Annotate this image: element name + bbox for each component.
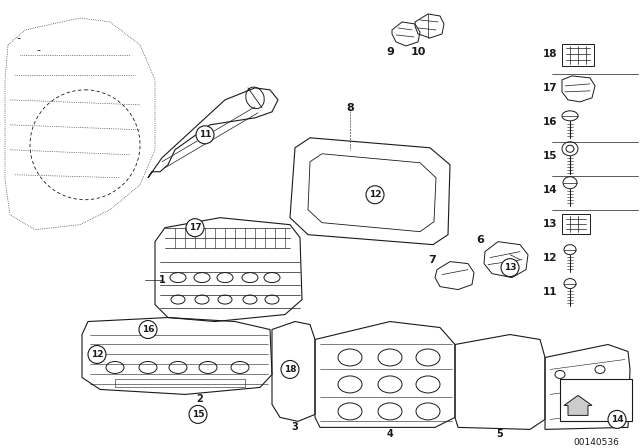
Text: 12: 12: [543, 253, 557, 263]
Circle shape: [196, 126, 214, 144]
Text: 7: 7: [428, 254, 436, 265]
Text: 3: 3: [292, 422, 298, 432]
Text: 9: 9: [386, 47, 394, 57]
Text: -: -: [16, 33, 20, 43]
Text: 14: 14: [542, 185, 557, 195]
Text: 13: 13: [504, 263, 516, 272]
Bar: [562, 44, 594, 66]
Text: 18: 18: [284, 365, 296, 374]
Text: 16: 16: [141, 325, 154, 334]
Text: 5: 5: [497, 429, 504, 439]
Circle shape: [608, 410, 626, 428]
Text: 17: 17: [542, 83, 557, 93]
Circle shape: [88, 345, 106, 363]
Circle shape: [186, 219, 204, 237]
Text: 8: 8: [346, 103, 354, 113]
Text: 12: 12: [91, 350, 103, 359]
Circle shape: [281, 361, 299, 379]
Bar: [560, 379, 632, 422]
Text: 11: 11: [543, 287, 557, 297]
Text: 13: 13: [543, 219, 557, 228]
Text: 6: 6: [476, 235, 484, 245]
Text: 17: 17: [189, 223, 202, 232]
Text: 1: 1: [159, 275, 165, 284]
Circle shape: [189, 405, 207, 423]
Text: 10: 10: [410, 47, 426, 57]
Circle shape: [501, 258, 519, 276]
Circle shape: [366, 186, 384, 204]
Text: -: -: [36, 45, 40, 55]
Text: 18: 18: [543, 49, 557, 59]
Circle shape: [139, 320, 157, 339]
Text: 16: 16: [543, 117, 557, 127]
Text: 12: 12: [369, 190, 381, 199]
Polygon shape: [564, 396, 592, 415]
Text: 4: 4: [387, 429, 394, 439]
Text: 11: 11: [199, 130, 211, 139]
Text: 15: 15: [543, 151, 557, 161]
Text: 00140536: 00140536: [573, 438, 619, 447]
Bar: [562, 214, 590, 234]
Text: 2: 2: [196, 394, 204, 405]
Text: 15: 15: [192, 410, 204, 419]
Text: 14: 14: [611, 415, 623, 424]
